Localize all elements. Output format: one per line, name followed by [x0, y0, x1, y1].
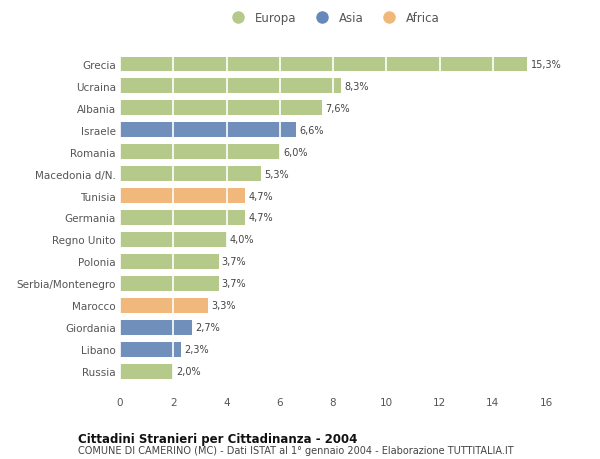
- Text: 15,3%: 15,3%: [530, 60, 562, 69]
- Text: 4,7%: 4,7%: [248, 213, 273, 223]
- Text: 8,3%: 8,3%: [344, 81, 368, 91]
- Text: 6,6%: 6,6%: [299, 125, 323, 135]
- Text: 2,7%: 2,7%: [195, 323, 220, 333]
- Text: 3,7%: 3,7%: [222, 257, 247, 267]
- Bar: [120, 189, 245, 203]
- Bar: [120, 57, 527, 72]
- Bar: [120, 211, 245, 225]
- Text: 6,0%: 6,0%: [283, 147, 307, 157]
- Bar: [120, 233, 227, 247]
- Text: 7,6%: 7,6%: [326, 103, 350, 113]
- Text: 3,3%: 3,3%: [211, 301, 236, 311]
- Bar: [120, 123, 296, 137]
- Text: 2,3%: 2,3%: [184, 345, 209, 355]
- Text: 5,3%: 5,3%: [265, 169, 289, 179]
- Text: COMUNE DI CAMERINO (MC) - Dati ISTAT al 1° gennaio 2004 - Elaborazione TUTTITALI: COMUNE DI CAMERINO (MC) - Dati ISTAT al …: [78, 445, 514, 455]
- Legend: Europa, Asia, Africa: Europa, Asia, Africa: [226, 12, 440, 25]
- Text: 4,7%: 4,7%: [248, 191, 273, 201]
- Text: 3,7%: 3,7%: [222, 279, 247, 289]
- Text: 4,0%: 4,0%: [230, 235, 254, 245]
- Bar: [120, 255, 218, 269]
- Bar: [120, 364, 173, 379]
- Bar: [120, 342, 181, 357]
- Bar: [120, 299, 208, 313]
- Bar: [120, 320, 192, 335]
- Bar: [120, 145, 280, 159]
- Text: 2,0%: 2,0%: [176, 367, 201, 376]
- Bar: [120, 101, 322, 116]
- Bar: [120, 79, 341, 94]
- Bar: [120, 277, 218, 291]
- Bar: [120, 167, 261, 181]
- Text: Cittadini Stranieri per Cittadinanza - 2004: Cittadini Stranieri per Cittadinanza - 2…: [78, 432, 358, 445]
